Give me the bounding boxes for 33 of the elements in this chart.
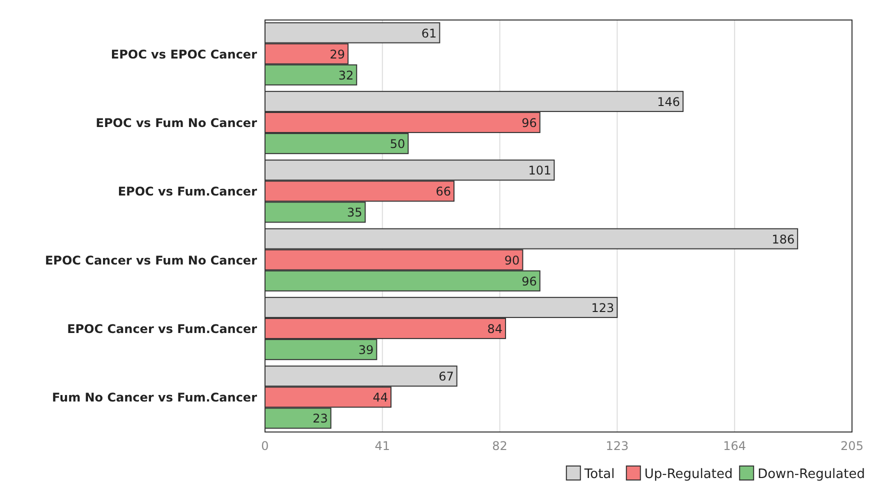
y-tick-label: EPOC Cancer vs Fum No Cancer	[44, 253, 258, 268]
x-tick-label: 41	[374, 439, 390, 453]
data-label: 186	[772, 232, 795, 246]
data-label: 50	[390, 137, 406, 152]
data-label: 67	[438, 370, 454, 384]
data-label: 96	[522, 116, 537, 130]
legend-label: Total	[583, 467, 615, 482]
data-label: 29	[330, 47, 346, 62]
data-label: 61	[421, 26, 437, 40]
data-label: 101	[528, 164, 552, 178]
data-label: 146	[657, 94, 680, 109]
data-label: 84	[487, 322, 503, 336]
data-label: 39	[358, 343, 374, 358]
legend-label: Down-Regulated	[758, 467, 865, 482]
legend-label: Up-Regulated	[644, 467, 733, 482]
x-tick-label: 123	[606, 439, 629, 453]
y-tick-label: EPOC vs Fum No Cancer	[96, 116, 258, 130]
x-tick-label: 0	[261, 439, 269, 453]
data-label: 96	[522, 274, 537, 288]
data-label: 23	[312, 412, 328, 426]
data-label: 44	[372, 390, 388, 405]
x-tick-label: 205	[840, 439, 864, 453]
y-tick-label: EPOC Cancer vs Fum.Cancer	[67, 322, 258, 336]
y-tick-label: EPOC vs Fum.Cancer	[118, 184, 258, 199]
y-tick-label: Fum No Cancer vs Fum.Cancer	[52, 390, 258, 405]
y-tick-label: EPOC vs EPOC Cancer	[110, 47, 258, 62]
data-label: 35	[346, 206, 362, 220]
data-label: 90	[504, 253, 520, 268]
data-label: 66	[436, 184, 451, 199]
data-label: 32	[338, 68, 354, 82]
x-tick-label: 164	[723, 439, 746, 453]
x-tick-label: 82	[492, 439, 508, 453]
data-label: 123	[591, 300, 614, 315]
